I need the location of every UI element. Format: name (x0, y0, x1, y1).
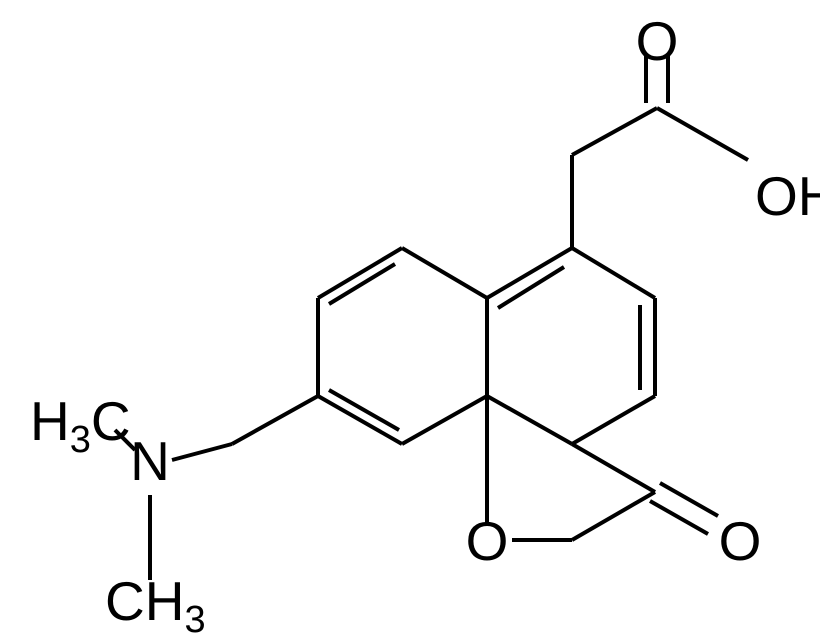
bond (318, 396, 402, 444)
atom-label-O_top: O (636, 10, 679, 72)
atom-label-O_keto: O (719, 510, 762, 572)
bond (572, 492, 655, 540)
atom-label-O_ring: O (466, 510, 509, 572)
bond (572, 444, 655, 492)
bond (318, 248, 402, 298)
atom-label-CH3_dn: CH3 (105, 570, 206, 641)
bond (402, 396, 487, 444)
bond (487, 396, 572, 444)
atom-label-OH: OH (755, 165, 820, 227)
bond (172, 444, 232, 460)
bond (232, 396, 318, 444)
atom-label-H3C_up: H3C (30, 390, 131, 461)
bond (572, 248, 655, 298)
bond (657, 108, 748, 160)
bond (402, 248, 487, 298)
bond (572, 396, 655, 444)
molecule-diagram: O OH O O NH3C CH3 (0, 0, 820, 644)
atom-label-N: N (130, 430, 170, 492)
bond (572, 108, 657, 155)
